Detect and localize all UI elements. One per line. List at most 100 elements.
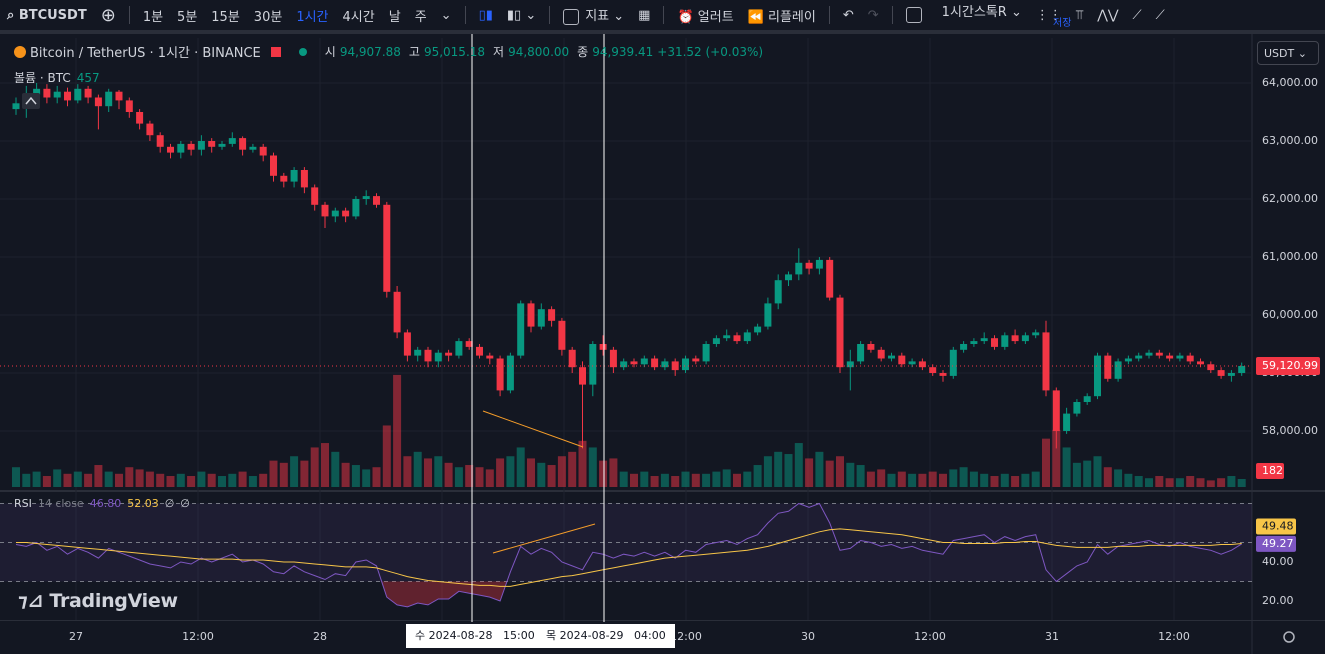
- x-tick-label: 12:00: [182, 630, 214, 643]
- volume-bar: [1165, 478, 1174, 487]
- candle-body: [105, 91, 113, 107]
- volume-bar: [176, 473, 185, 487]
- candle-body: [630, 361, 638, 365]
- candle-body: [888, 355, 895, 359]
- candle-body: [187, 143, 195, 150]
- indicators-button[interactable]: 지표 ⌄: [556, 5, 631, 25]
- layout-checkbox[interactable]: [899, 7, 935, 23]
- icon: ∅: [164, 497, 175, 510]
- interval-button[interactable]: 날: [388, 9, 401, 25]
- collapse-button[interactable]: [22, 93, 40, 109]
- layout-name[interactable]: 1시간스톡R ⌄: [941, 4, 1022, 20]
- candle-body: [661, 361, 669, 368]
- candle-body: [465, 341, 473, 347]
- candle-body: [311, 187, 319, 205]
- interval-button[interactable]: 1시간: [296, 9, 329, 25]
- candle-body: [785, 274, 792, 281]
- rsi-legend: RSI 14 close 46.80 52.03 ∅ ∅: [14, 497, 190, 510]
- volume-bar: [877, 469, 886, 487]
- candle-body: [682, 358, 689, 371]
- replay-label: 리플레이: [768, 9, 816, 25]
- volume-bar: [341, 462, 350, 487]
- volume-bar: [578, 440, 587, 487]
- candle-body: [1104, 355, 1112, 379]
- volume-bar: [63, 473, 72, 487]
- draw-tool[interactable]: ⋀⋁: [1097, 7, 1119, 23]
- separator: [663, 6, 665, 24]
- candle-body: [939, 373, 947, 376]
- symbol[interactable]: ⌕ BTCUSDT: [7, 7, 87, 23]
- rsi-title: RSI: [14, 497, 32, 510]
- undo-button[interactable]: ↶: [842, 7, 854, 23]
- volume-bar: [259, 473, 268, 487]
- redo-button[interactable]: ↷: [867, 7, 879, 23]
- volume-bar: [506, 456, 515, 487]
- candle-body: [991, 338, 998, 347]
- candle-body: [496, 358, 504, 391]
- volume-bar: [671, 476, 680, 487]
- candle-body: [1073, 402, 1081, 414]
- candle-body: [43, 88, 51, 98]
- volume-bar: [980, 473, 989, 487]
- candle-body: [764, 303, 772, 327]
- interval-button[interactable]: 주: [414, 9, 427, 25]
- trend-line: [492, 523, 596, 554]
- interval-button[interactable]: 1분: [142, 9, 164, 25]
- y-tick-label: 58,000.00: [1262, 424, 1318, 437]
- draw-tool[interactable]: ⫪: [1075, 7, 1084, 23]
- candle-body: [33, 88, 41, 95]
- save-status: 저장: [1053, 18, 1072, 29]
- separator: [891, 6, 893, 24]
- volume-bar: [568, 451, 577, 487]
- replay-button[interactable]: ⏪ 리플레이: [747, 9, 816, 25]
- interval-menu[interactable]: ⌄: [440, 7, 452, 23]
- interval-button[interactable]: 4시간: [342, 9, 375, 25]
- flag[interactable]: [270, 46, 281, 57]
- volume-bar: [846, 462, 855, 487]
- volume-bar: [218, 476, 226, 487]
- more-button[interactable]: ⋮⋮: [1035, 7, 1062, 23]
- volume-bar: [434, 456, 443, 487]
- interval-button[interactable]: 5분: [177, 9, 198, 25]
- add-symbol[interactable]: ⊕: [100, 4, 116, 26]
- y-tick-label: 60,000.00: [1262, 308, 1318, 321]
- alert-button[interactable]: ⏰ 얼러트: [677, 9, 734, 25]
- close-label: 종: [577, 45, 589, 59]
- volume-bar: [557, 456, 566, 487]
- price-pane: [0, 83, 1252, 487]
- rsi-ma-last-label: 49.48: [1262, 520, 1294, 533]
- volume-bar: [279, 462, 288, 487]
- x-tick-label: 27: [69, 630, 83, 643]
- volume-legend: 볼륨 · BTC 457: [14, 69, 100, 86]
- volume-bar: [115, 473, 123, 487]
- bars-button[interactable]: ▮▯ ⌄: [506, 7, 537, 23]
- volume-bar: [856, 465, 865, 487]
- candles-button[interactable]: ▯▮: [478, 7, 493, 23]
- volume-bar: [1052, 429, 1061, 487]
- candle-body: [352, 199, 360, 217]
- interval-button[interactable]: 15분: [211, 9, 240, 25]
- volume-bar: [702, 473, 711, 487]
- rsi-last-label: 49.27: [1262, 537, 1294, 550]
- collapse-icon: [25, 96, 37, 105]
- candle-body: [146, 123, 154, 136]
- candle-body: [980, 338, 988, 342]
- templates-button[interactable]: ▦: [638, 7, 651, 23]
- legend-title: Bitcoin / TetherUS · 1시간 · BINANCE: [30, 46, 261, 61]
- candle-body: [156, 135, 164, 147]
- volume-bar: [1093, 456, 1102, 487]
- candle-body: [84, 88, 92, 98]
- volume-bar: [805, 458, 814, 487]
- draw-tool[interactable]: ⟋: [1132, 7, 1142, 23]
- draw-tool[interactable]: ⟋: [1155, 7, 1165, 23]
- candle-body: [486, 355, 494, 359]
- volume-bar: [1175, 478, 1184, 487]
- interval-button[interactable]: 30분: [253, 9, 283, 25]
- settings-icon[interactable]: [1283, 631, 1295, 643]
- candle-body: [1145, 352, 1153, 356]
- legend: Bitcoin / TetherUS · 1시간 · BINANCE 시 94,9…: [14, 42, 763, 61]
- volume-bar: [372, 467, 381, 487]
- currency-select[interactable]: USDT ⌄: [1257, 41, 1319, 65]
